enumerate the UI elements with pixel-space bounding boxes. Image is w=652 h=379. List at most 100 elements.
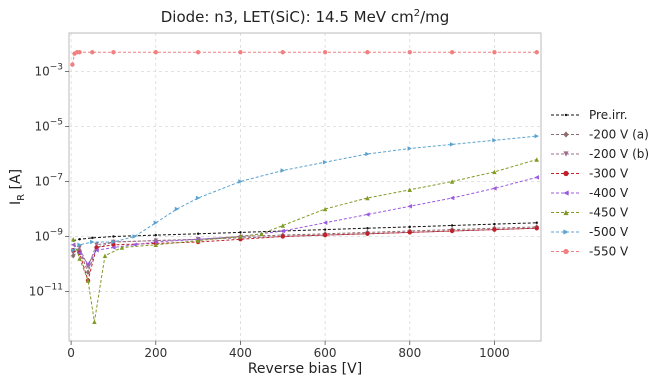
data-point [492, 227, 497, 232]
data-point [153, 242, 158, 247]
data-point [280, 234, 285, 239]
data-point [449, 228, 455, 234]
y-tick-label: 10−5 [34, 118, 63, 134]
data-point [70, 62, 75, 67]
data-point [112, 235, 115, 238]
legend-marker [563, 151, 569, 157]
data-point [111, 245, 116, 250]
data-point [77, 247, 82, 253]
data-point [132, 234, 137, 239]
data-point [322, 206, 328, 212]
y-tick-label: 10−9 [34, 228, 63, 244]
series-450-v [71, 157, 539, 324]
data-point [365, 231, 370, 236]
legend-item: -300 V [551, 167, 629, 181]
legend-label: -300 V [589, 167, 629, 181]
data-point [407, 187, 412, 192]
data-point [154, 233, 157, 237]
y-tick-label: 10−11 [29, 283, 63, 299]
data-point [111, 239, 116, 245]
data-point [322, 220, 328, 225]
data-point [153, 239, 158, 245]
y-tick-label: 10−3 [34, 63, 63, 79]
data-point [366, 227, 369, 230]
y-axis-label-unit: [A] [8, 169, 24, 194]
data-point [322, 160, 328, 165]
legend-label: -200 V (a) [589, 128, 649, 142]
series-line [71, 51, 537, 65]
legend-label: -200 V (b) [589, 147, 649, 161]
chart-title: Diode: n3, LET(SiC): 14.5 MeV cm2/mg [161, 8, 450, 26]
data-point [71, 248, 76, 253]
data-point [85, 278, 91, 283]
data-point [365, 212, 370, 217]
data-point [239, 231, 242, 234]
legend-marker [563, 170, 569, 177]
x-tick-label: 400 [229, 346, 252, 360]
data-point [449, 50, 455, 55]
legend-item: -200 V (b) [551, 147, 649, 161]
data-point [119, 245, 125, 250]
data-point [280, 50, 285, 55]
data-point [111, 50, 116, 55]
data-point [323, 228, 327, 231]
series-line [73, 222, 537, 242]
legend-item: -550 V [551, 245, 629, 259]
legend-label: Pre.irr. [589, 108, 628, 122]
y-axis: 10−3 10−5 10−7 10−9 10−11 [29, 63, 69, 299]
legend-item: -400 V [551, 186, 629, 200]
data-point [77, 242, 82, 247]
data-point [407, 50, 412, 55]
legend-marker [563, 131, 569, 138]
data-point [449, 142, 455, 147]
data-point [71, 242, 76, 247]
series-line [73, 227, 537, 283]
legend-marker [563, 209, 569, 216]
x-tick-label: 1000 [479, 346, 510, 360]
plot-area [70, 50, 539, 324]
legend-item: Pre.irr. [551, 108, 628, 122]
data-point [408, 225, 411, 229]
data-point [71, 253, 76, 259]
data-point [77, 256, 82, 261]
data-point [92, 319, 97, 324]
legend-label: -550 V [589, 245, 629, 259]
legend-marker [563, 190, 569, 196]
data-point [238, 234, 243, 239]
data-point [534, 50, 539, 55]
legend-label: -500 V [589, 225, 629, 239]
data-point [534, 157, 539, 162]
data-point [153, 238, 158, 243]
y-axis-label: IR [A] [8, 169, 27, 205]
data-point [195, 195, 201, 201]
legend-item: -200 V (a) [551, 128, 649, 142]
data-point [365, 50, 370, 55]
data-point [322, 50, 328, 55]
series-line [72, 226, 537, 274]
legend-item: -450 V [551, 206, 629, 220]
data-point [85, 261, 91, 267]
data-point [195, 50, 201, 55]
data-point [238, 50, 243, 55]
data-point [153, 220, 158, 225]
data-point [407, 230, 412, 235]
data-point [492, 50, 497, 55]
x-tick-label: 600 [314, 346, 337, 360]
series-line [72, 176, 537, 265]
legend-marker [563, 229, 569, 235]
grid [69, 33, 541, 341]
series-500-v [71, 133, 539, 253]
data-point [534, 133, 539, 139]
data-point [94, 248, 99, 253]
legend-item: -500 V [551, 225, 629, 239]
data-point [365, 151, 370, 157]
data-point [78, 238, 81, 241]
data-point [322, 232, 328, 238]
data-point [94, 242, 99, 247]
x-axis-label: Reverse bias [V] [248, 361, 362, 377]
data-point [153, 50, 158, 55]
data-point [132, 242, 137, 247]
y-axis-label-main: I [8, 201, 24, 205]
legend: Pre.irr. -200 V (a) -200 V (b) -300 V -400 V… [551, 108, 649, 259]
